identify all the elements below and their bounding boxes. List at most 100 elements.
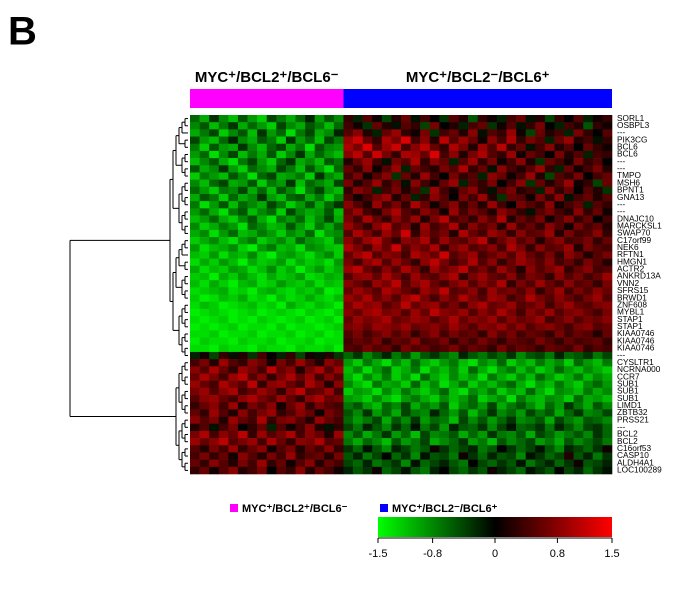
heatmap-cell <box>190 222 200 231</box>
heatmap-cell <box>324 129 335 137</box>
heatmap-cell <box>429 344 440 353</box>
heatmap-cell <box>573 265 584 274</box>
heatmap-cell <box>535 129 546 137</box>
heatmap-cell <box>420 150 431 159</box>
heatmap-cell <box>276 186 287 195</box>
heatmap-cell <box>314 150 325 159</box>
heatmap-cell <box>516 258 526 267</box>
heatmap-cell <box>266 366 277 374</box>
heatmap-cell <box>237 158 248 166</box>
heatmap-cell <box>468 265 479 274</box>
heatmap-cell <box>314 402 325 410</box>
heatmap-cell <box>295 251 306 259</box>
heatmap-cell <box>602 122 613 130</box>
heatmap-cell <box>257 308 268 317</box>
heatmap-cell <box>458 129 469 137</box>
heatmap-cell <box>324 380 335 389</box>
heatmap-cell <box>401 258 411 267</box>
heatmap-cell <box>343 122 354 130</box>
heatmap-cell <box>343 308 354 317</box>
heatmap-cell <box>573 222 584 231</box>
heatmap-cell <box>410 430 421 439</box>
heatmap-cell <box>333 237 344 245</box>
heatmap-cell <box>257 244 268 252</box>
heatmap-cell <box>391 323 402 331</box>
heatmap-cell <box>257 366 268 374</box>
heatmap-cell <box>496 438 507 446</box>
heatmap-cell <box>468 280 479 288</box>
heatmap-cell <box>458 265 469 274</box>
heatmap-cell <box>487 172 498 180</box>
heatmap-cell <box>410 351 421 360</box>
heatmap-cell <box>564 430 574 439</box>
heatmap-cell <box>429 193 440 202</box>
heatmap-cell <box>429 445 440 453</box>
heatmap-cell <box>401 272 411 281</box>
heatmap-cell <box>228 438 239 446</box>
heatmap-cell <box>448 179 459 188</box>
heatmap-cell <box>554 445 565 453</box>
heatmap-cell <box>209 265 220 274</box>
heatmap-cell <box>324 445 335 453</box>
group-title: MYC⁺/BCL2⁺/BCL6⁻ <box>195 69 339 86</box>
heatmap-cell <box>295 452 306 460</box>
heatmap-cell <box>199 150 210 159</box>
heatmap-cell <box>458 359 469 367</box>
heatmap-cell <box>285 373 296 381</box>
heatmap-cell <box>516 430 526 439</box>
heatmap-cell <box>458 330 469 338</box>
heatmap-cell <box>583 179 594 188</box>
heatmap-cell <box>333 409 344 417</box>
heatmap-cell <box>544 402 555 410</box>
heatmap-cell <box>592 438 603 446</box>
heatmap-cell <box>458 201 469 209</box>
heatmap-cell <box>276 330 287 338</box>
heatmap-cell <box>401 237 411 245</box>
heatmap-cell <box>362 380 373 389</box>
heatmap-cell <box>209 136 220 145</box>
heatmap-cell <box>362 165 373 173</box>
heatmap-cell <box>218 172 229 180</box>
heatmap-cell <box>305 115 315 123</box>
heatmap-cell <box>592 344 603 353</box>
heatmap-cell <box>516 359 526 367</box>
heatmap-cell <box>343 452 354 460</box>
heatmap-cell <box>592 301 603 310</box>
heatmap-cell <box>487 359 498 367</box>
heatmap-cell <box>573 122 584 130</box>
heatmap-cell <box>506 115 517 123</box>
heatmap-cell <box>544 344 555 353</box>
heatmap-cell <box>554 409 565 417</box>
heatmap-cell <box>237 287 248 295</box>
heatmap-cell <box>391 466 402 475</box>
heatmap-cell <box>333 280 344 288</box>
heatmap-cell <box>372 430 383 439</box>
heatmap-cell <box>602 402 613 410</box>
heatmap-cell <box>190 308 200 317</box>
heatmap-cell <box>190 229 200 238</box>
heatmap-cell <box>420 280 431 288</box>
heatmap-cell <box>592 380 603 389</box>
heatmap-cell <box>477 316 488 324</box>
heatmap-cell <box>554 423 565 432</box>
heatmap-cell <box>429 165 440 173</box>
heatmap-cell <box>496 193 507 202</box>
heatmap-cell <box>420 222 431 231</box>
heatmap-cell <box>218 215 229 223</box>
heatmap-cell <box>295 258 306 267</box>
heatmap-cell <box>554 179 565 188</box>
heatmap-cell <box>420 430 431 439</box>
heatmap-cell <box>333 344 344 353</box>
heatmap-cell <box>477 201 488 209</box>
heatmap-cell <box>372 416 383 425</box>
heatmap-cell <box>516 438 526 446</box>
heatmap-cell <box>468 115 479 123</box>
heatmap-cell <box>391 136 402 145</box>
heatmap-cell <box>343 316 354 324</box>
heatmap-cell <box>295 244 306 252</box>
heatmap-cell <box>468 423 479 432</box>
heatmap-cell <box>218 452 229 460</box>
heatmap-cell <box>525 337 536 346</box>
heatmap-cell <box>554 122 565 130</box>
heatmap-cell <box>544 308 555 317</box>
